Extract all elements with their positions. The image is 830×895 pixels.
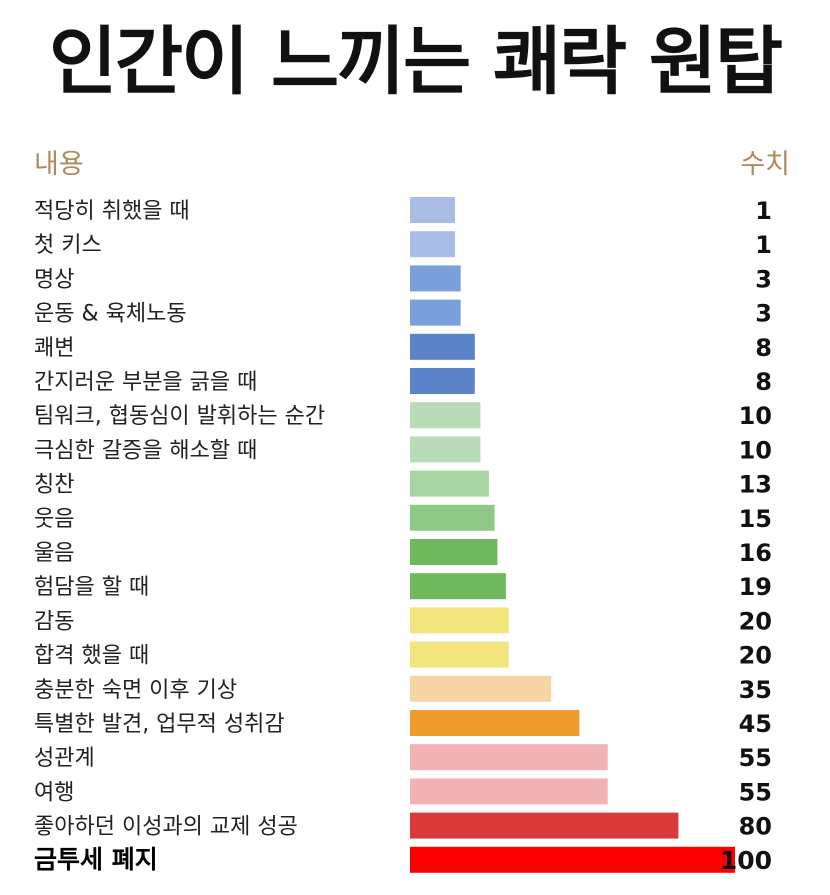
category-label: 충분한 숙면 이후 기상: [34, 678, 237, 703]
category-label: 간지러운 부분을 긁을 때: [34, 370, 257, 395]
value-label: 8: [755, 334, 772, 362]
value-label: 19: [739, 573, 772, 601]
value-label: 1: [755, 231, 772, 259]
category-label: 울음: [34, 541, 74, 566]
value-label: 15: [739, 505, 772, 533]
chart-area: 내용 수치 적당히 취했을 때 1 첫 키스 1 명상 3 운동 & 육체노동 3 쾌변 8 간지러…: [0, 140, 830, 895]
bar: [410, 436, 481, 463]
header-value: 수치: [740, 149, 790, 180]
category-label: 운동 & 육체노동: [34, 302, 187, 327]
bar: [410, 231, 455, 258]
bar: [410, 333, 475, 360]
bar: [410, 846, 735, 873]
page-title: 인간이 느끼는 쾌락 원탑: [48, 19, 783, 105]
bar: [410, 607, 509, 634]
value-label: 1: [755, 197, 772, 225]
category-label: 합격 했을 때: [34, 644, 149, 669]
category-label: 성관계: [34, 746, 95, 771]
category-label: 팀워크, 협동심이 발휘하는 순간: [34, 404, 325, 429]
value-label: 80: [739, 813, 772, 841]
category-label: 적당히 취했을 때: [34, 199, 190, 224]
bar-chart: 적당히 취했을 때 1 첫 키스 1 명상 3 운동 & 육체노동 3 쾌변 8 간지러운 부분을 …: [34, 197, 772, 875]
category-label: 험담을 할 때: [34, 575, 149, 600]
value-label: 35: [739, 676, 772, 704]
value-label: 20: [739, 607, 772, 635]
value-label: 55: [739, 744, 772, 772]
value-label: 20: [739, 642, 772, 670]
bar: [410, 539, 498, 565]
value-label: 3: [755, 300, 772, 328]
value-label: 10: [739, 436, 772, 464]
bar: [410, 402, 481, 429]
category-label: 좋아하던 이성과의 교제 성공: [34, 815, 298, 840]
value-label: 55: [739, 778, 772, 806]
value-label: 13: [739, 471, 772, 499]
bar: [410, 778, 608, 805]
category-label: 첫 키스: [34, 233, 102, 258]
category-label: 감동: [34, 609, 74, 634]
bar: [410, 197, 455, 223]
value-label: 10: [739, 402, 772, 430]
category-label: 극심한 갈증을 해소할 때: [34, 438, 257, 463]
category-label: 특별한 발견, 업무적 성취감: [34, 712, 285, 737]
category-label: 여행: [34, 780, 74, 805]
bar: [410, 368, 475, 394]
bar: [410, 573, 506, 600]
bar: [410, 470, 489, 497]
value-label: 3: [755, 265, 772, 293]
header-label: 내용: [34, 149, 84, 180]
category-label: 칭찬: [34, 473, 74, 498]
value-label: 16: [739, 539, 772, 567]
bar: [410, 710, 580, 736]
bar: [410, 675, 552, 702]
bar: [410, 504, 495, 531]
category-label: 금투세 폐지: [34, 845, 158, 874]
category-label: 명상: [34, 267, 74, 292]
value-label: 8: [755, 368, 772, 396]
category-label: 웃음: [34, 507, 74, 532]
bar: [410, 812, 679, 839]
bar: [410, 265, 461, 292]
value-label: 100: [720, 846, 772, 875]
value-label: 45: [739, 710, 772, 738]
category-label: 쾌변: [34, 336, 74, 361]
bar: [410, 299, 461, 326]
bar: [410, 641, 509, 668]
bar: [410, 744, 608, 771]
